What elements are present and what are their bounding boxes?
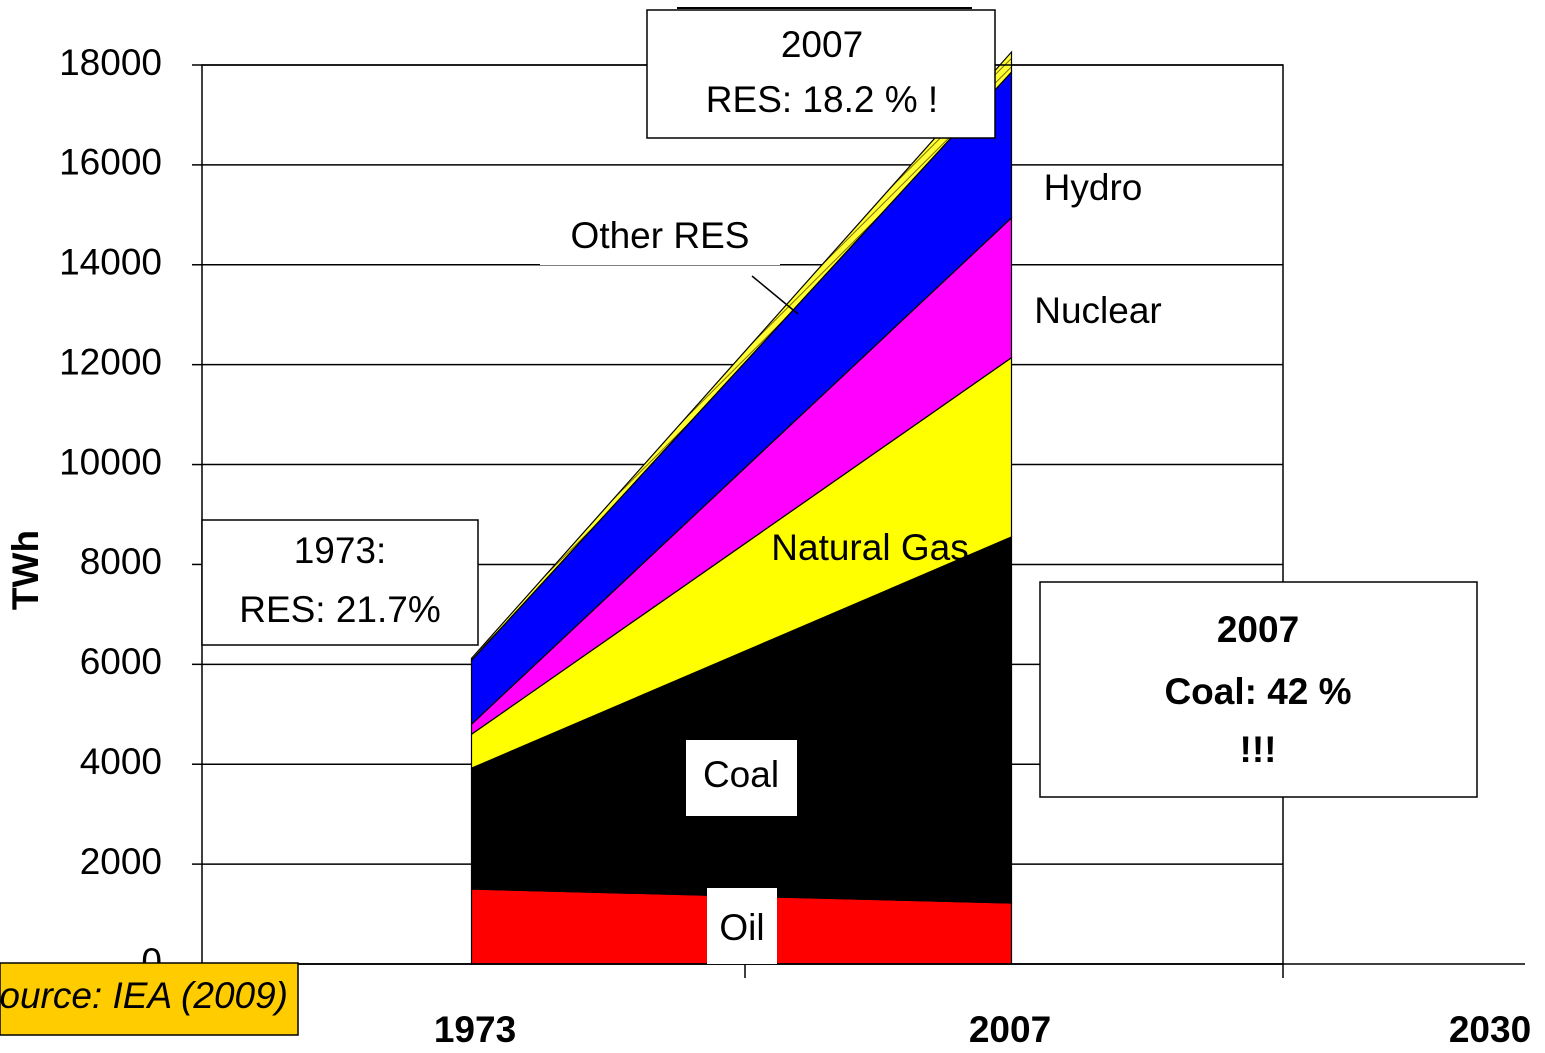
y-axis-label: TWh [5, 530, 46, 610]
annotation-text: Coal: 42 % [1164, 671, 1351, 712]
series-label: Other RES [571, 215, 750, 256]
annotation-text: 2007 [781, 24, 863, 65]
label-box [686, 740, 797, 816]
y-tick-label: 6000 [80, 641, 162, 682]
annotation-text: RES: 21.7% [239, 589, 441, 630]
area [470, 50, 1013, 662]
labels: 0200040006000800010000120001400016000180… [0, 7, 1531, 1050]
x-tick-label: 2007 [969, 1009, 1051, 1050]
series-label: Oil [719, 907, 764, 948]
y-tick-label: 12000 [59, 341, 162, 382]
series-label: Coal [703, 754, 779, 795]
y-tick-label: 10000 [59, 441, 162, 482]
label-box [707, 888, 777, 964]
annotation-box [646, 9, 996, 139]
annotation-box [1039, 581, 1478, 798]
y-tick-label: 16000 [59, 142, 162, 183]
x-tick-label: 1973 [434, 1009, 516, 1050]
y-tick-label: 18000 [59, 42, 162, 83]
series-label: Hydro [1044, 167, 1143, 208]
series-label: Nuclear [1034, 290, 1162, 331]
y-tick-label: 2000 [80, 841, 162, 882]
y-tick-label: 4000 [80, 741, 162, 782]
annotation-text: !!! [1240, 729, 1277, 770]
annotation-box [0, 962, 299, 1036]
series-label: Natural Gas [771, 527, 968, 568]
leader-line [751, 275, 799, 315]
annotation-text: Source: IEA (2009) [0, 975, 288, 1016]
annotation-text: RES: 18.2 % ! [706, 79, 938, 120]
annotation-text: 1973: [294, 530, 387, 571]
areas [470, 50, 1013, 965]
annotation-text: 2007 [1217, 609, 1299, 650]
label-box [540, 213, 780, 265]
y-tick-label: 8000 [80, 541, 162, 582]
y-tick-label: 14000 [59, 242, 162, 283]
x-tick-label: 2030 [1449, 1009, 1531, 1050]
annotation-box [201, 519, 479, 646]
